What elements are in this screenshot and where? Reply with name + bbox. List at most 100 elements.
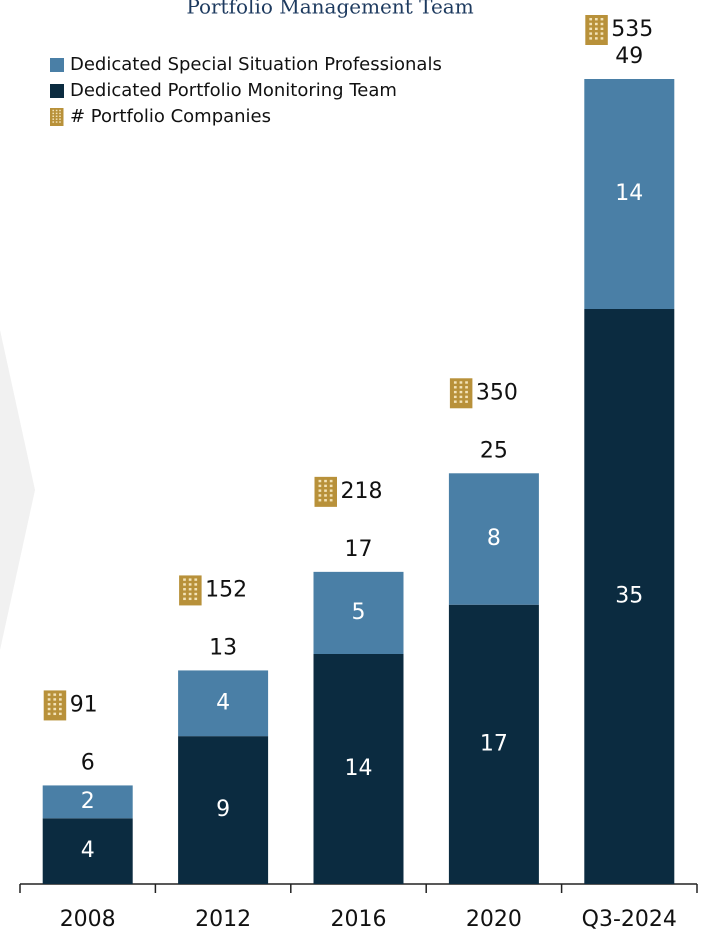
building-window [59, 698, 62, 701]
building-window [188, 583, 192, 586]
building-window [589, 22, 593, 26]
building-window [47, 712, 51, 716]
building-window [465, 386, 468, 389]
building-window [459, 395, 463, 399]
legend-swatch [50, 58, 64, 72]
building-window [600, 18, 604, 21]
building-window [55, 115, 58, 117]
portfolio-companies-icon [314, 476, 337, 507]
building-window [459, 381, 463, 384]
building-window [329, 499, 333, 502]
building-window [55, 121, 58, 123]
building-window [453, 386, 457, 389]
building-window [594, 22, 598, 26]
building-window [600, 32, 604, 35]
bar-segment [584, 309, 675, 884]
building-window [59, 703, 62, 706]
building-window [318, 489, 322, 492]
building-window [589, 37, 593, 40]
building-window [465, 381, 468, 384]
legend-swatch [50, 84, 64, 98]
building-window [594, 37, 598, 40]
bar-segment [448, 473, 539, 605]
building-window [53, 712, 57, 716]
building-window [55, 112, 58, 115]
building-window [465, 395, 468, 399]
building-window [329, 484, 333, 488]
building-window [52, 118, 55, 120]
building-icon [50, 108, 64, 126]
total-label: 49 [615, 44, 643, 69]
portfolio-companies-icon [585, 15, 608, 45]
data-label: 14 [345, 756, 373, 781]
building-window [47, 707, 51, 711]
building-window [589, 27, 593, 30]
building-window [453, 381, 457, 384]
building-window [318, 494, 322, 497]
legend-label: # Portfolio Companies [70, 106, 271, 127]
x-tick-label: 2020 [466, 907, 522, 932]
data-label: 17 [480, 731, 508, 756]
total-label: 6 [81, 750, 95, 775]
building-window [53, 698, 57, 701]
building-window [188, 592, 192, 596]
data-label: 35 [615, 584, 643, 609]
data-label: 2 [81, 789, 95, 814]
portfolio-companies-label: 218 [341, 479, 383, 504]
building-window [324, 489, 327, 492]
building-window [600, 22, 604, 26]
bar-segment [178, 736, 269, 884]
building-window [188, 578, 192, 581]
building-window [59, 712, 62, 716]
building-window [589, 32, 593, 35]
data-label: 8 [487, 526, 501, 551]
building-window [52, 112, 55, 115]
building-window [324, 479, 327, 483]
building-window [329, 479, 333, 483]
portfolio-companies-label: 152 [205, 577, 247, 602]
building-window [52, 109, 55, 112]
bar-segment [42, 785, 133, 819]
building-window [453, 395, 457, 399]
building-window [183, 578, 186, 581]
building-window [53, 707, 57, 711]
building-window [183, 592, 186, 596]
building-window [59, 109, 61, 112]
total-label: 17 [345, 537, 373, 562]
building-window [459, 400, 463, 403]
data-label: 4 [81, 838, 95, 863]
portfolio-companies-icon [43, 690, 67, 721]
building-window [594, 27, 598, 30]
building-window [589, 18, 593, 21]
bar-segment [313, 654, 404, 884]
building-window [47, 703, 51, 706]
building-window [594, 32, 598, 35]
legend-label: Dedicated Portfolio Monitoring Team [70, 80, 397, 101]
building-window [47, 698, 51, 701]
building-window [324, 499, 327, 502]
building-window [459, 390, 463, 394]
portfolio-companies-label: 91 [70, 692, 98, 717]
building-window [324, 484, 327, 488]
building-window [55, 118, 58, 120]
portfolio-companies-label: 350 [476, 380, 518, 405]
x-tick-label: 2016 [331, 907, 387, 932]
bar-segment [448, 604, 539, 884]
building-window [59, 118, 61, 120]
building-window [183, 588, 186, 591]
building-window [52, 115, 55, 117]
building-window [183, 583, 186, 586]
total-label: 25 [480, 438, 508, 463]
building-window [194, 578, 198, 581]
legend: Dedicated Special Situation Professional… [50, 54, 442, 127]
building-window [59, 693, 62, 696]
building-window [329, 489, 333, 492]
data-label: 5 [352, 600, 366, 625]
building-window [59, 707, 62, 711]
building-window [194, 592, 198, 596]
building-window [459, 386, 463, 389]
legend-label: Dedicated Special Situation Professional… [70, 54, 442, 75]
building-window [465, 400, 468, 403]
